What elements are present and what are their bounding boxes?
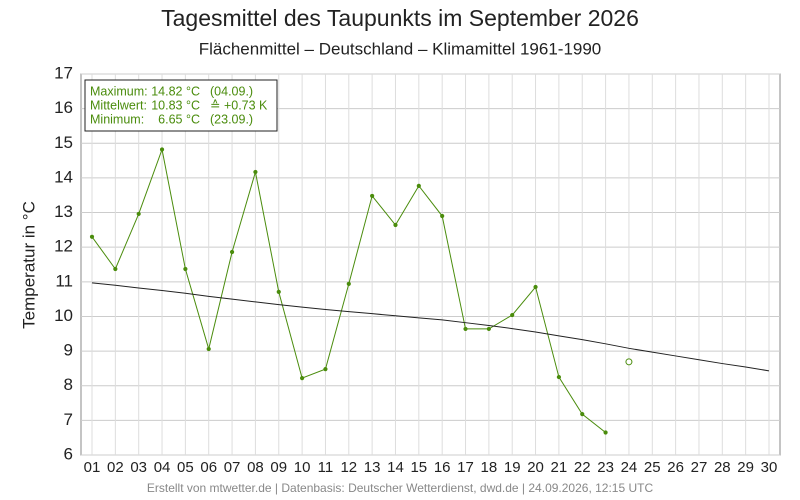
x-tick-label: 06: [200, 459, 217, 476]
x-tick-label: 26: [667, 459, 684, 476]
point: [323, 367, 328, 372]
x-tick-label: 10: [294, 459, 311, 476]
x-tick-label: 30: [761, 459, 778, 476]
x-tick-label: 12: [340, 459, 357, 476]
point: [486, 326, 491, 332]
stats-text: 14.82 °C: [151, 84, 200, 98]
point: [136, 211, 141, 217]
plot-area: [80, 73, 781, 456]
chart-title: Tagesmittel des Taupunkts im September 2…: [161, 5, 639, 31]
y-tick-label: 6: [64, 444, 73, 463]
x-tick-label: 11: [318, 459, 334, 476]
x-tick-label: 24: [621, 459, 638, 476]
series-line: [91, 282, 770, 372]
point: [206, 346, 211, 352]
y-tick-label: 15: [54, 133, 73, 152]
stats-text: Mittelwert:: [90, 98, 147, 112]
x-tick-label: 21: [551, 459, 568, 476]
x-tick-label: 16: [434, 459, 451, 476]
point: [440, 213, 445, 219]
point: [253, 169, 258, 175]
y-tick-label: 7: [64, 410, 73, 429]
x-tick-label: 14: [387, 459, 404, 476]
point: [416, 183, 421, 188]
point: [393, 222, 398, 228]
point: [463, 326, 468, 332]
point: [300, 376, 305, 381]
point: [556, 374, 561, 380]
point: [183, 266, 188, 272]
y-tick-label: 17: [54, 63, 73, 82]
x-tick-label: 17: [457, 459, 474, 476]
y-tick-label: 10: [54, 306, 73, 325]
stats-text: ≙ +0.73 K: [210, 98, 268, 112]
x-tick-label: 08: [247, 459, 264, 476]
x-tick-label: 04: [154, 459, 171, 476]
x-tick-label: 23: [597, 459, 614, 476]
point: [89, 234, 95, 239]
point: [510, 312, 515, 318]
point: [533, 284, 538, 290]
point: [346, 281, 351, 286]
stats-text: Minimum:: [90, 112, 144, 126]
x-tick-label: 22: [574, 459, 591, 476]
chart-subtitle: Flächenmittel – Deutschland – Klimamitte…: [199, 39, 602, 58]
y-tick-label: 8: [64, 375, 73, 394]
x-tick-label: 05: [177, 459, 194, 476]
x-tick-label: 15: [410, 459, 427, 476]
x-tick-label: 13: [364, 459, 381, 476]
y-tick-label: 16: [54, 98, 73, 117]
point: [113, 266, 118, 272]
x-tick-label: 27: [691, 459, 708, 476]
stats-text: 10.83 °C: [151, 98, 200, 112]
y-axis-label: Temperatur in °C: [19, 201, 38, 329]
stats-box: [84, 79, 278, 132]
point: [159, 147, 165, 152]
x-tick-label: 03: [130, 459, 147, 476]
point: [625, 358, 633, 366]
x-tick-label: 29: [737, 459, 754, 476]
stats-text: Maximum:: [90, 84, 148, 98]
x-tick-label: 18: [481, 459, 498, 476]
footer: Erstellt von mtwetter.de | Datenbasis: D…: [147, 481, 654, 495]
y-tick-label: 12: [54, 237, 73, 256]
point: [229, 249, 235, 255]
x-tick-label: 07: [224, 459, 241, 476]
y-tick-label: 14: [54, 167, 73, 186]
stats-text: (23.09.): [210, 112, 253, 126]
point: [276, 289, 281, 294]
y-tick-label: 9: [64, 341, 73, 360]
stats-text: (04.09.): [210, 84, 253, 98]
x-tick-label: 20: [527, 459, 544, 476]
x-tick-label: 09: [270, 459, 287, 476]
stats-text: 6.65 °C: [158, 112, 200, 126]
x-tick-label: 01: [84, 459, 101, 476]
point: [603, 430, 608, 435]
x-tick-label: 19: [504, 459, 521, 476]
point: [370, 193, 375, 199]
y-tick-label: 11: [55, 271, 73, 290]
x-tick-label: 02: [107, 459, 124, 476]
x-tick-label: 28: [714, 459, 731, 476]
point: [580, 412, 585, 417]
y-tick-label: 13: [54, 202, 73, 221]
x-tick-label: 25: [644, 459, 661, 476]
